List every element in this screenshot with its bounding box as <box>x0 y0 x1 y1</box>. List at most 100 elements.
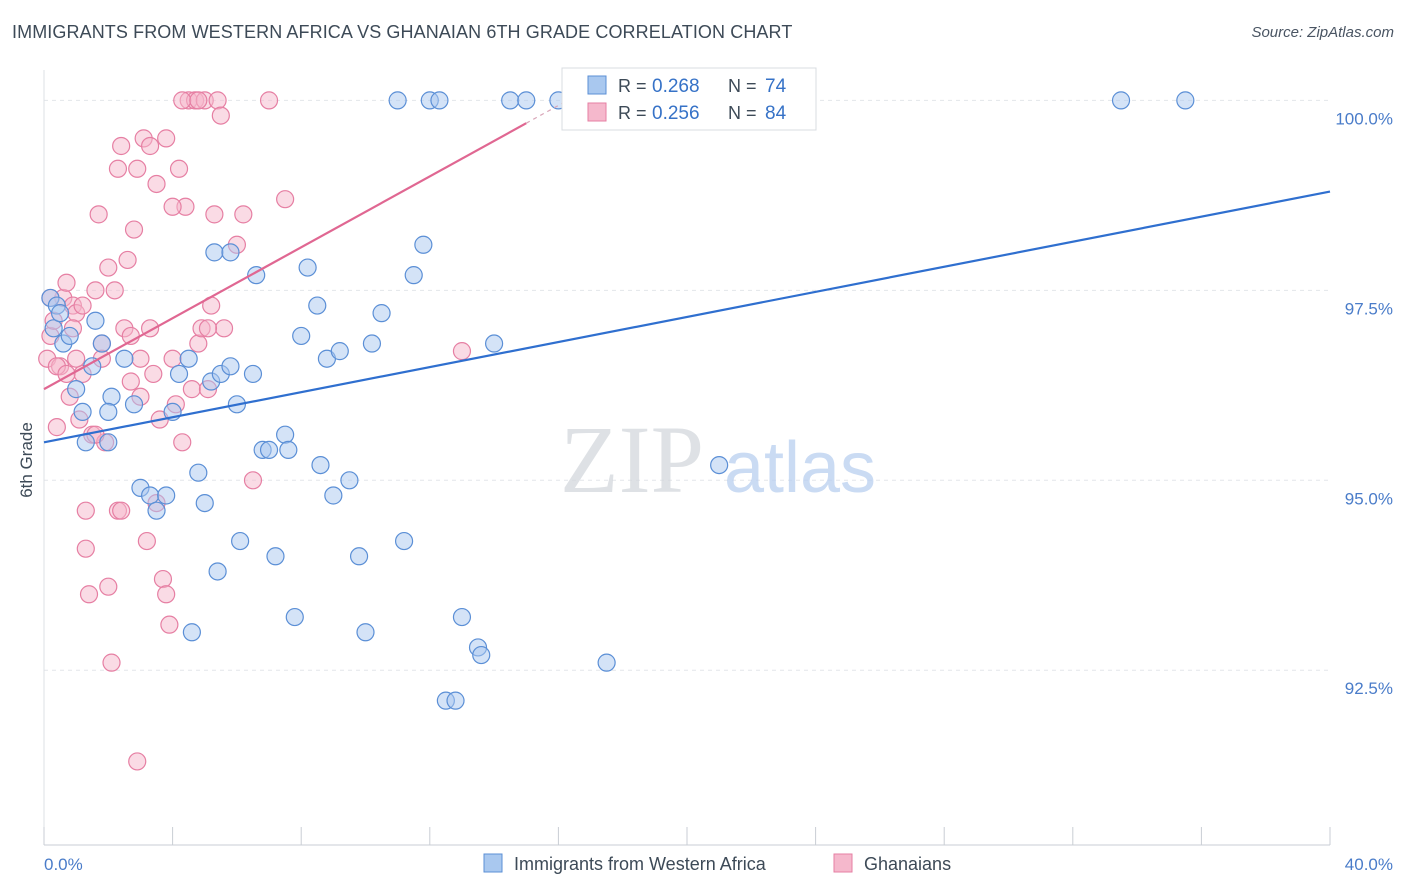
data-point <box>67 349 86 368</box>
data-point <box>124 395 144 414</box>
data-point <box>597 653 616 672</box>
data-point <box>308 296 327 315</box>
legend-swatch-blue <box>587 75 607 95</box>
data-point <box>446 691 465 710</box>
data-point <box>108 159 128 178</box>
grid <box>44 99 1330 671</box>
data-point <box>221 357 240 376</box>
data-point <box>144 364 163 384</box>
data-point <box>324 486 343 505</box>
data-point <box>105 281 124 300</box>
data-point <box>182 380 201 399</box>
legend-blue-n-value: 74 <box>765 76 787 97</box>
data-point <box>285 607 304 627</box>
data-point <box>76 539 95 558</box>
x-tick-label-max: 40.0% <box>1345 855 1393 874</box>
data-point <box>276 190 295 209</box>
source-label: Source: ZipAtlas.com <box>1251 24 1394 41</box>
y-tick-label: 97.5% <box>1345 299 1393 318</box>
data-point <box>430 91 449 110</box>
data-point <box>99 433 118 452</box>
data-point <box>163 349 182 368</box>
data-point <box>99 577 118 596</box>
data-point <box>102 653 121 672</box>
data-point <box>189 334 208 353</box>
data-point <box>710 455 729 475</box>
bottom-legend: Immigrants from Western Africa Ghanaians <box>483 853 951 874</box>
data-point <box>259 91 279 110</box>
data-point <box>266 547 285 566</box>
legend-blue-r-value: 0.268 <box>652 76 700 97</box>
data-point <box>60 326 79 346</box>
data-point <box>147 501 166 520</box>
y-tick-label: 92.5% <box>1345 679 1393 698</box>
data-point <box>372 304 391 323</box>
data-point <box>169 364 189 384</box>
data-point <box>157 585 176 604</box>
data-point <box>173 433 192 452</box>
trend-line <box>43 122 527 391</box>
data-point <box>131 349 150 368</box>
data-point <box>86 311 105 330</box>
data-point <box>205 243 224 262</box>
bottom-legend-label-pink: Ghanaians <box>864 854 951 874</box>
y-axis-label: 6th Grade <box>17 422 36 498</box>
top-legend: R = 0.268 N = 74 R = 0.256 N = 84 <box>561 67 817 131</box>
data-point <box>276 425 295 444</box>
data-point <box>189 91 208 110</box>
data-point <box>115 349 134 368</box>
data-point <box>472 645 491 665</box>
data-point <box>211 106 230 125</box>
data-point <box>147 174 166 194</box>
data-point <box>208 91 227 110</box>
data-point <box>208 562 227 581</box>
data-point <box>517 91 536 110</box>
legend-swatch-pink <box>587 102 607 122</box>
bottom-legend-swatch-blue <box>483 853 503 873</box>
data-point <box>388 91 407 110</box>
data-point <box>163 197 182 216</box>
data-point <box>243 364 263 384</box>
data-point <box>112 501 131 520</box>
data-point <box>47 418 66 437</box>
data-point <box>414 235 433 254</box>
x-tick-label-min: 0.0% <box>44 855 83 874</box>
data-point <box>214 319 234 338</box>
data-point <box>140 486 160 505</box>
data-point <box>231 531 250 551</box>
data-point <box>44 319 63 338</box>
data-point <box>205 205 224 224</box>
data-point <box>121 372 140 391</box>
data-point <box>73 402 92 422</box>
y-tick-label: 100.0% <box>1335 109 1393 128</box>
data-point <box>311 455 330 475</box>
data-point <box>330 342 349 361</box>
data-point <box>452 607 472 627</box>
data-point <box>243 471 263 490</box>
data-point <box>99 258 118 277</box>
data-point <box>160 615 179 634</box>
data-point <box>157 129 176 148</box>
data-point <box>349 547 369 566</box>
bottom-legend-label-blue: Immigrants from Western Africa <box>514 854 767 874</box>
data-point <box>501 91 520 110</box>
data-point <box>128 159 147 178</box>
data-point <box>189 463 208 482</box>
data-point <box>76 501 95 520</box>
data-point <box>292 326 311 346</box>
data-point <box>118 250 137 270</box>
bottom-legend-swatch-pink <box>833 853 853 873</box>
data-point <box>356 623 375 642</box>
data-point <box>1111 91 1131 110</box>
data-point <box>198 319 218 338</box>
data-point <box>140 136 160 156</box>
axes: 100.0% 97.5% 95.0% 92.5% 0.0% 40.0% <box>43 70 1393 874</box>
data-point <box>50 304 70 323</box>
legend-blue-r-label: R = <box>618 76 647 96</box>
data-point <box>1176 91 1195 110</box>
data-point <box>221 243 240 262</box>
data-point <box>394 531 414 551</box>
data-point <box>485 334 504 353</box>
data-point <box>99 402 118 422</box>
